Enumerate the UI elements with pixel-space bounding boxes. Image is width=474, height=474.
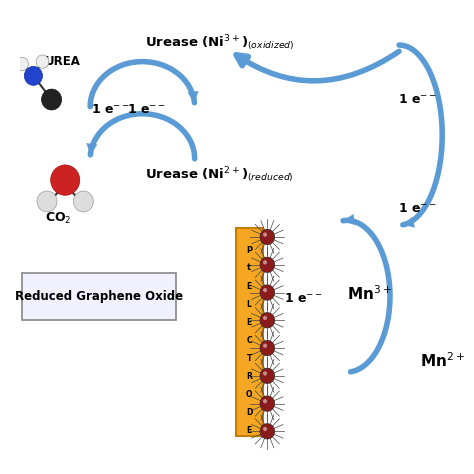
Circle shape — [51, 165, 80, 195]
Text: t: t — [247, 263, 251, 272]
Circle shape — [260, 340, 275, 356]
Text: 1 e$^{--}$: 1 e$^{--}$ — [91, 102, 130, 116]
Circle shape — [263, 316, 267, 320]
Circle shape — [260, 424, 275, 439]
Text: Mn$^{2+}$: Mn$^{2+}$ — [420, 351, 465, 370]
Circle shape — [263, 288, 267, 292]
Text: P: P — [246, 246, 252, 255]
Circle shape — [263, 399, 267, 403]
Circle shape — [24, 66, 43, 85]
Text: R: R — [246, 372, 252, 381]
Circle shape — [260, 257, 275, 273]
Circle shape — [263, 427, 267, 431]
Text: O: O — [246, 390, 253, 399]
Text: UREA: UREA — [45, 55, 81, 68]
Bar — [236, 228, 263, 436]
Circle shape — [37, 191, 57, 212]
Circle shape — [260, 312, 275, 328]
Circle shape — [260, 396, 275, 411]
Circle shape — [73, 191, 93, 212]
Text: Reduced Graphene Oxide: Reduced Graphene Oxide — [15, 290, 183, 303]
Circle shape — [16, 57, 28, 71]
Circle shape — [260, 229, 275, 245]
Text: T: T — [246, 354, 252, 363]
Text: 1 e$^{--}$: 1 e$^{--}$ — [398, 202, 437, 215]
Circle shape — [263, 260, 267, 264]
Text: Urease (Ni$^{2+}$)$_{(reduced)}$: Urease (Ni$^{2+}$)$_{(reduced)}$ — [146, 165, 294, 185]
Circle shape — [263, 371, 267, 375]
Text: D: D — [246, 408, 252, 417]
Circle shape — [260, 368, 275, 383]
FancyBboxPatch shape — [22, 273, 176, 320]
Text: C: C — [246, 336, 252, 345]
Text: 1 e$^{--}$: 1 e$^{--}$ — [398, 93, 437, 106]
Circle shape — [36, 55, 49, 68]
Circle shape — [263, 344, 267, 348]
Circle shape — [263, 233, 267, 237]
Text: E: E — [246, 282, 252, 291]
Text: Mn$^{3+}$: Mn$^{3+}$ — [347, 284, 392, 303]
Text: 1 e$^{--}$: 1 e$^{--}$ — [284, 292, 323, 305]
Circle shape — [42, 89, 62, 110]
Text: CO$_2$: CO$_2$ — [45, 210, 72, 226]
Text: E: E — [246, 318, 252, 327]
Circle shape — [260, 285, 275, 300]
Text: E: E — [246, 426, 252, 435]
Text: L: L — [247, 300, 252, 309]
Text: 1 e$^{--}$: 1 e$^{--}$ — [128, 102, 166, 116]
Text: Urease (Ni$^{3+}$)$_{(oxidized)}$: Urease (Ni$^{3+}$)$_{(oxidized)}$ — [145, 33, 294, 53]
